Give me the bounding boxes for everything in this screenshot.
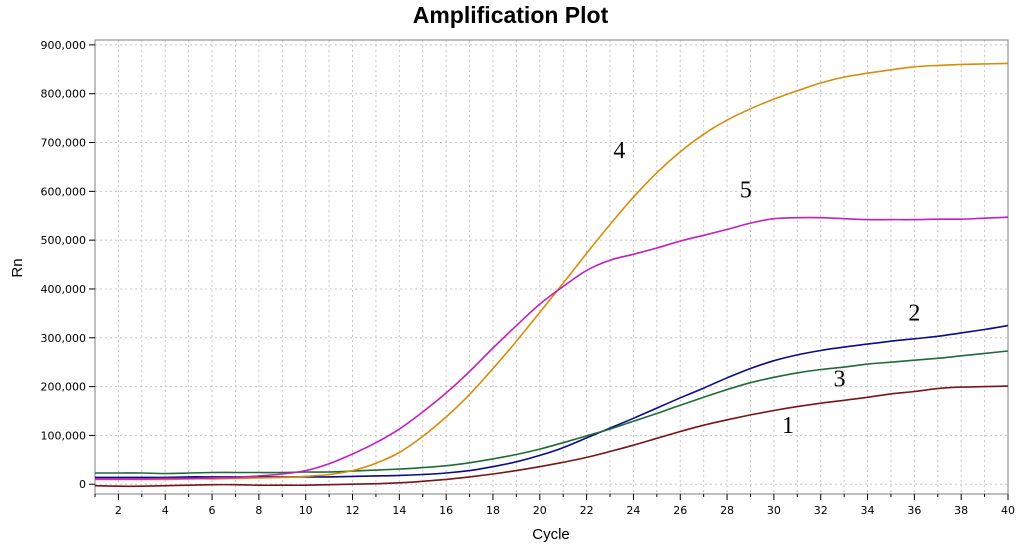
curve-label-1: 1 [782, 413, 794, 439]
series-line-5 [95, 216, 1009, 480]
x-tick-label: 8 [255, 504, 262, 517]
x-tick-label: 32 [814, 504, 828, 517]
curve-label-4: 4 [613, 138, 625, 164]
series-line-2 [94, 324, 1009, 479]
x-tick-label: 30 [767, 504, 781, 517]
x-tick-label: 26 [673, 504, 687, 517]
curve-label-5: 5 [740, 178, 752, 204]
y-tick-label: 500,000 [41, 234, 87, 247]
x-axis-label: Cycle [532, 526, 570, 543]
curve-label-3: 3 [833, 367, 845, 393]
y-tick-label: 300,000 [41, 332, 87, 345]
x-tick-label: 40 [1001, 504, 1015, 517]
grid [95, 40, 1008, 494]
y-tick-label: 400,000 [41, 283, 87, 296]
x-tick-label: 18 [486, 504, 500, 517]
series-line-4 [95, 62, 1009, 481]
curve-label-2: 2 [908, 301, 920, 327]
y-tick-label: 700,000 [41, 137, 87, 150]
series-line-1 [94, 385, 1009, 488]
x-axis-ticks: 2 4 6 8 10 12 14 16 18 20 22 24 26 28 30 32 34 36 38 40 [94, 494, 1015, 517]
x-tick-label: 16 [439, 504, 453, 517]
series-lines [94, 62, 1009, 488]
x-tick-label: 36 [907, 504, 921, 517]
y-tick-label: 900,000 [41, 39, 87, 52]
x-tick-label: 34 [861, 504, 875, 517]
plot-area [94, 39, 1009, 495]
x-tick-label: 4 [162, 504, 169, 517]
x-tick-label: 24 [626, 504, 640, 517]
x-tick-label: 22 [580, 504, 594, 517]
y-tick-label: 0 [79, 478, 86, 491]
y-tick-label: 600,000 [41, 185, 87, 198]
y-tick-label: 100,000 [41, 429, 87, 442]
x-tick-label: 12 [346, 504, 360, 517]
x-tick-label: 28 [720, 504, 734, 517]
series-line-3 [95, 350, 1009, 475]
x-tick-label: 38 [954, 504, 968, 517]
y-tick-label: 800,000 [41, 88, 87, 101]
x-tick-label: 6 [209, 504, 216, 517]
chart-title: Amplification Plot [412, 2, 609, 28]
x-tick-label: 20 [533, 504, 547, 517]
y-tick-label: 200,000 [41, 381, 87, 394]
y-axis-ticks: 0 100,000 200,000 300,000 400,000 500,000 600,… [41, 39, 95, 491]
x-tick-label: 14 [392, 504, 406, 517]
x-tick-label: 10 [299, 504, 313, 517]
y-axis-label: Rn [9, 258, 26, 277]
curve-labels: 1 2 3 4 5 [613, 138, 920, 439]
x-tick-label: 2 [115, 504, 122, 517]
